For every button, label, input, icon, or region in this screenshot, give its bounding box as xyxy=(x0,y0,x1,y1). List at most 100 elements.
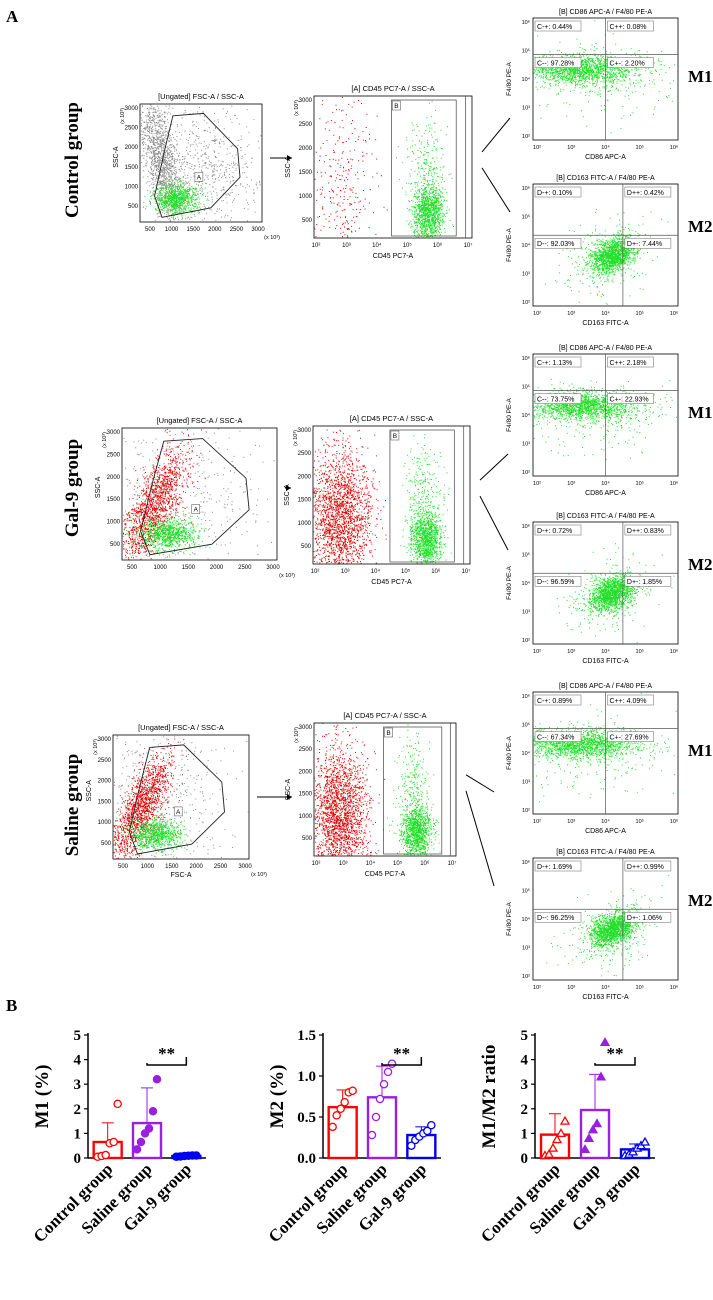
cd45-plot-xlabel: CD45 PC7-A xyxy=(373,253,414,260)
m1-plot-ytick: 10⁶ xyxy=(522,693,530,700)
gate-b-rectangle xyxy=(391,99,457,237)
gate-b-label-box: B xyxy=(390,430,400,441)
quadrant-label-box: C+-: 27.69% xyxy=(607,731,654,742)
gate-plot-xtick: 1500 xyxy=(182,565,196,571)
m2-plot-title: [B] CD163 FITC-A / F4/80 PE-A xyxy=(556,849,655,856)
gate-plot-ytick: 3000 xyxy=(107,430,121,436)
gate-plot-title: [Ungated] FSC-A / SSC-A xyxy=(158,92,244,101)
data-point xyxy=(551,1134,563,1144)
arrow-to-m2 xyxy=(479,495,509,551)
m1-plot-xtick: 10² xyxy=(533,145,541,151)
quadrant-value: D--: 96.59% xyxy=(537,579,574,586)
gate-a-polygon xyxy=(154,112,241,218)
m2-label: M2 xyxy=(688,555,713,574)
gate-plot-ylabel: SSC-A xyxy=(86,780,93,802)
cd45-plot-red-cells xyxy=(313,429,387,564)
quadrant-box xyxy=(624,860,672,872)
gate-plot-xtick: 3000 xyxy=(238,864,252,870)
quadrant-label-box: C++: 2.18% xyxy=(607,356,654,368)
quadrant-box xyxy=(534,694,582,706)
quadrant-box xyxy=(534,524,582,536)
quadrant-box xyxy=(624,575,672,587)
cd45-plot-ytick: 500 xyxy=(302,836,313,842)
m1-plot-ytick: 10³ xyxy=(522,106,530,112)
gate-plot-debris-cells xyxy=(140,104,191,222)
data-point xyxy=(587,1124,599,1134)
y-tick-label: 4 xyxy=(74,1053,82,1069)
gate-b-rectangle xyxy=(389,429,455,563)
m1-plot-ytick: 10⁴ xyxy=(522,76,531,83)
gate-plot-xtick: 1500 xyxy=(165,864,179,870)
row-1: Gal-9 group [Ungated] FSC-A / SSC-A (x 10³… xyxy=(62,345,713,665)
quadrant-box xyxy=(534,57,582,68)
quadrant-box xyxy=(534,731,582,742)
quadrant-value: C+-: 22.93% xyxy=(610,397,649,404)
cd45-plot-xtick: 10³ xyxy=(339,861,348,867)
data-point xyxy=(591,1118,603,1128)
quadrant-box xyxy=(534,186,582,198)
gate-a-label-box: A xyxy=(194,172,204,182)
gate-plot-xtick: 1000 xyxy=(165,227,179,233)
cd45-plot-xlabel: CD45 PC7-A xyxy=(365,871,406,878)
m2-plot-title: [B] CD163 FITC-A / F4/80 PE-A xyxy=(556,175,655,182)
quadrant-value: D++: 0.99% xyxy=(627,864,664,871)
data-point xyxy=(427,1120,436,1130)
significance-bracket xyxy=(146,1057,188,1066)
quadrant-value: C++: 0.08% xyxy=(610,24,647,31)
quadrant-label-box: C--: 73.75% xyxy=(534,393,582,404)
cd45-plot-xtick: 10⁵ xyxy=(401,568,411,575)
quadrant-label-box: D++: 0.83% xyxy=(624,524,672,536)
gate-plot-y-unit: (x 10³) xyxy=(120,108,126,124)
cd45-plot-title: [A] CD45 PC7-A / SSC-A xyxy=(351,84,434,93)
m1-plot-xtick: 10² xyxy=(533,819,541,825)
quadrant-value: C--: 73.75% xyxy=(537,397,574,404)
m2-plot-ytick: 10⁴ xyxy=(522,242,531,249)
arrow-to-m2 xyxy=(481,167,511,213)
data-point xyxy=(144,1124,154,1133)
m2-plot-xtick: 10³ xyxy=(567,649,575,655)
cd45-plot-frame xyxy=(312,425,471,565)
m1-plot-xtick: 10⁶ xyxy=(670,818,678,825)
quadrant-label-box: D+-: 1.06% xyxy=(624,911,672,923)
significance-bracket xyxy=(381,1057,423,1066)
data-point xyxy=(559,1115,571,1125)
y-axis-title: M2 (%) xyxy=(267,1065,288,1129)
m2-plot-ytick: 10⁶ xyxy=(522,859,530,866)
m1-plot-ytick: 10² xyxy=(522,808,530,814)
m2-plot-ytick: 10² xyxy=(522,300,530,306)
gate-b-label: B xyxy=(394,103,398,110)
gate-plot-title: [Ungated] FSC-A / SSC-A xyxy=(157,416,243,425)
gate-b-box xyxy=(384,727,393,738)
m2-plot-xtick: 10⁵ xyxy=(636,310,644,317)
gate-plot-ytick: 2500 xyxy=(98,758,112,764)
gate-a-label-box: A xyxy=(191,504,200,514)
cd45-plot-xtick: 10⁴ xyxy=(371,568,381,575)
quadrant-box xyxy=(534,356,582,368)
arrow-head xyxy=(287,794,292,800)
data-point xyxy=(152,1075,162,1084)
quadrant-box xyxy=(534,575,582,587)
quadrant-label-box: C+-: 2.20% xyxy=(607,57,654,68)
cd45-plot-xtick: 10³ xyxy=(342,243,351,249)
group-label: Saline group xyxy=(62,754,83,857)
m2-plot-xtick: 10³ xyxy=(567,311,575,317)
cd45-plot-ylabel: SSC-A xyxy=(284,484,291,506)
gate-plot-green-cells xyxy=(143,177,213,220)
gate-plot-ylabel: SSC-A xyxy=(113,146,120,168)
cd45-plot-ytick: 1000 xyxy=(298,521,312,527)
m1-plot-ytick: 10³ xyxy=(522,442,530,448)
cd45-plot-ytick: 2000 xyxy=(298,474,312,480)
cd45-plot-xlabel: CD45 PC7-A xyxy=(371,579,412,586)
gate-a-box xyxy=(191,504,200,514)
quadrant-label-box: C-+: 0.89% xyxy=(534,694,582,706)
y-tick-label: 5 xyxy=(521,1028,529,1044)
m1-plot-xtick: 10³ xyxy=(567,819,575,825)
m1-plot-xtick: 10³ xyxy=(567,145,575,151)
data-point xyxy=(340,1097,349,1107)
gate-b-box xyxy=(392,100,401,111)
data-point xyxy=(113,1099,122,1109)
quadrant-box xyxy=(534,860,582,872)
m1-plot-xtick: 10³ xyxy=(567,481,575,487)
gate-plot-xtick: 3000 xyxy=(251,227,265,233)
